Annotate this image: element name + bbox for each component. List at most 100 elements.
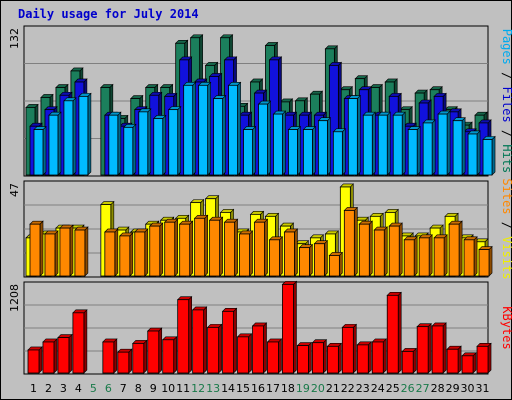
- bar-pages-day-14-side: [237, 81, 241, 176]
- bar-kbytes-day-24-side: [382, 338, 387, 374]
- x-tick-day-31: 31: [476, 382, 490, 395]
- bar-pages-day-24: [377, 114, 388, 176]
- bar-sites-day-12: [194, 217, 206, 277]
- ylabel-word: /: [500, 65, 512, 87]
- x-tick-day-5: 5: [90, 382, 97, 395]
- bar-sites-day-8-side: [144, 228, 149, 277]
- x-tick-day-14: 14: [221, 382, 235, 395]
- bar-kbytes-day-25: [386, 294, 399, 374]
- bar-pages-day-13-side: [222, 94, 226, 176]
- bar-sites-day-31: [478, 249, 490, 277]
- bar-sites-day-16-side: [264, 218, 268, 277]
- chart-title: Daily usage for July 2014: [18, 7, 199, 21]
- x-tick-day-28: 28: [431, 382, 445, 395]
- bar-pages-day-26: [407, 129, 418, 176]
- bar-pages-day-4: [78, 95, 89, 176]
- bar-pages-day-27: [422, 122, 433, 176]
- bar-pages-day-2: [48, 114, 59, 176]
- ylabel-word: Hits: [500, 144, 512, 173]
- bar-sites-day-16: [254, 221, 265, 277]
- x-tick-day-19: 19: [296, 382, 310, 395]
- bar-pages-day-17: [273, 113, 283, 176]
- bar-pages-day-23: [362, 114, 373, 176]
- bar-pages-day-11: [183, 84, 194, 176]
- x-tick-day-17: 17: [266, 382, 280, 395]
- bar-sites-day-17-side: [279, 236, 283, 277]
- bar-pages-day-19: [303, 129, 313, 176]
- x-tick-day-29: 29: [446, 382, 460, 395]
- bar-kbytes-day-1-side: [38, 346, 43, 374]
- bar-pages-day-15: [243, 129, 253, 176]
- bar-sites-day-9-side: [159, 222, 164, 277]
- bar-kbytes-day-9: [147, 330, 160, 374]
- bar-pages-day-31-side: [491, 135, 496, 176]
- ylabel-word: Visits: [500, 236, 512, 279]
- x-tick-day-30: 30: [461, 382, 475, 395]
- bar-kbytes-day-3-side: [68, 333, 73, 374]
- bar-sites-day-26-side: [413, 236, 418, 277]
- bar-pages-day-9-side: [162, 114, 167, 176]
- bar-sites-day-27: [418, 237, 430, 277]
- x-tick-day-12: 12: [191, 382, 205, 395]
- bar-pages-day-3: [63, 100, 74, 176]
- bar-kbytes-day-18-side: [293, 280, 297, 374]
- ylabel-word: /: [500, 123, 512, 145]
- bar-sites-day-1: [29, 223, 41, 277]
- x-tick-day-21: 21: [326, 382, 340, 395]
- bar-kbytes-day-26-side: [412, 347, 417, 374]
- bar-sites-day-6: [104, 231, 116, 277]
- bar-kbytes-day-14-side: [233, 307, 237, 374]
- bar-kbytes-day-25-side: [397, 291, 402, 374]
- x-tick-day-8: 8: [135, 382, 142, 395]
- bar-kbytes-day-2-side: [53, 338, 58, 374]
- bar-pages-day-21-side: [342, 128, 346, 176]
- bar-sites-day-4-side: [84, 226, 89, 277]
- bar-kbytes-day-6-side: [113, 338, 118, 374]
- bar-pages-day-11-side: [192, 81, 196, 176]
- x-tick-day-2: 2: [45, 382, 52, 395]
- bar-sites-day-10-side: [174, 218, 179, 277]
- bar-pages-day-22: [347, 98, 358, 176]
- bar-sites-day-22: [343, 210, 355, 277]
- bar-kbytes-day-15-side: [248, 333, 252, 374]
- bar-kbytes-day-21: [326, 345, 339, 374]
- bar-sites-day-27-side: [428, 234, 433, 277]
- bar-sites-day-7-side: [129, 232, 134, 277]
- bar-sites-day-25-side: [398, 222, 403, 277]
- bar-pages-day-12: [198, 84, 209, 176]
- bar-sites-day-24: [373, 229, 385, 277]
- bar-kbytes-day-2: [42, 341, 55, 374]
- x-tick-day-22: 22: [341, 382, 355, 395]
- bar-pages-day-27-side: [431, 119, 436, 176]
- bar-sites-day-11: [179, 223, 191, 277]
- bar-kbytes-day-19: [297, 345, 309, 374]
- bar-pages-day-18: [288, 129, 298, 176]
- bar-sites-day-29: [448, 223, 460, 277]
- bar-kbytes-day-10: [162, 339, 175, 374]
- bar-pages-day-6-side: [117, 111, 122, 176]
- x-tick-day-24: 24: [371, 382, 385, 395]
- bar-sites-day-19: [299, 247, 310, 277]
- bar-sites-day-30: [463, 239, 475, 277]
- ylabel-word: /: [500, 215, 512, 237]
- bar-kbytes-day-18: [282, 283, 294, 374]
- bar-pages-day-8-side: [147, 108, 152, 176]
- bar-kbytes-day-22-side: [353, 323, 357, 374]
- bar-sites-day-24-side: [383, 226, 388, 277]
- bar-pages-day-25-side: [401, 111, 406, 176]
- panel-kbytes-ylabel: KBytes: [500, 306, 512, 349]
- bar-kbytes-day-16-side: [263, 322, 267, 374]
- bar-sites-day-2-side: [54, 230, 59, 277]
- bar-sites-day-26: [403, 239, 415, 277]
- x-tick-day-27: 27: [416, 382, 430, 395]
- bar-kbytes-day-19-side: [308, 341, 312, 374]
- bar-pages-day-13: [213, 98, 224, 176]
- bar-kbytes-day-3: [57, 337, 70, 374]
- bar-pages-day-8: [138, 111, 149, 176]
- bar-kbytes-day-1: [27, 349, 40, 374]
- bar-kbytes-day-10-side: [173, 336, 178, 374]
- bar-kbytes-day-21-side: [338, 342, 342, 374]
- bar-kbytes-day-27: [416, 326, 429, 374]
- bar-kbytes-day-7-side: [128, 348, 133, 374]
- bar-kbytes-day-6: [102, 341, 115, 374]
